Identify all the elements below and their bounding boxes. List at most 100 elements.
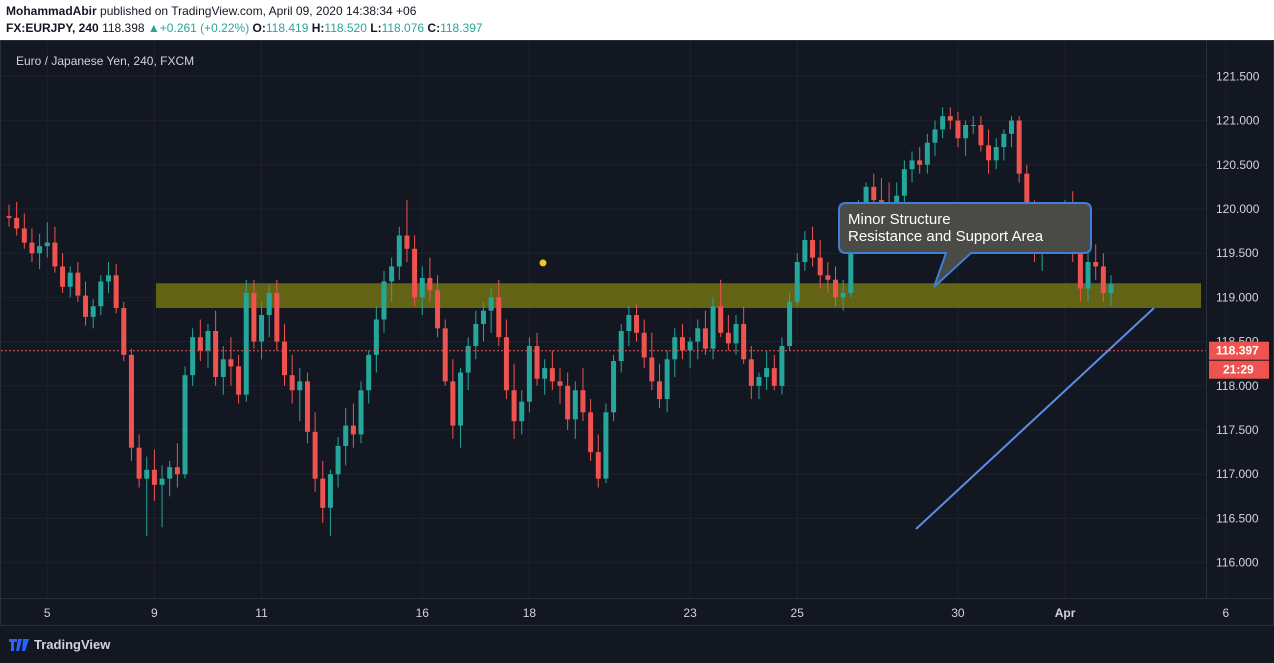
candle-11[interactable] (90, 299, 96, 329)
candle-63[interactable] (488, 288, 494, 333)
candle-119[interactable] (917, 147, 923, 174)
candle-143[interactable] (1100, 253, 1106, 302)
candle-142[interactable] (1093, 244, 1099, 280)
candle-23[interactable] (182, 366, 188, 479)
candle-70[interactable] (542, 359, 548, 395)
candle-105[interactable] (810, 226, 816, 267)
candle-49[interactable] (381, 270, 387, 333)
tradingview-brand[interactable]: TradingView (34, 637, 111, 652)
candle-41[interactable] (320, 460, 326, 523)
candle-59[interactable] (458, 368, 464, 448)
candle-107[interactable] (825, 262, 831, 293)
candle-144[interactable] (1108, 275, 1114, 307)
candle-51[interactable] (396, 226, 402, 280)
support-resistance-zone[interactable] (156, 283, 1201, 309)
chart-frame[interactable]: Minor Structure Resistance and Support A… (0, 40, 1274, 626)
candle-85[interactable] (656, 363, 662, 408)
candle-103[interactable] (794, 253, 800, 307)
candle-92[interactable] (710, 297, 716, 360)
candle-13[interactable] (105, 262, 111, 293)
candle-93[interactable] (718, 279, 724, 338)
candle-89[interactable] (687, 337, 693, 369)
candle-3[interactable] (29, 228, 35, 263)
candle-127[interactable] (978, 116, 984, 152)
candle-91[interactable] (702, 310, 708, 355)
candle-58[interactable] (450, 359, 456, 439)
candle-39[interactable] (304, 372, 310, 444)
candle-10[interactable] (83, 281, 89, 326)
candle-75[interactable] (580, 368, 586, 422)
candle-4[interactable] (37, 233, 43, 270)
candle-109[interactable] (840, 279, 846, 311)
candle-7[interactable] (60, 253, 66, 293)
candle-46[interactable] (358, 381, 364, 444)
candle-69[interactable] (534, 332, 540, 386)
candle-28[interactable] (220, 346, 226, 395)
candle-22[interactable] (174, 443, 180, 488)
candle-36[interactable] (282, 323, 287, 386)
candle-48[interactable] (373, 306, 379, 373)
candle-30[interactable] (236, 354, 242, 404)
candle-65[interactable] (503, 319, 509, 400)
candle-83[interactable] (641, 319, 647, 369)
candle-104[interactable] (802, 231, 808, 271)
candle-6[interactable] (52, 226, 58, 273)
candle-129[interactable] (993, 138, 999, 170)
candle-125[interactable] (963, 120, 969, 156)
candle-62[interactable] (480, 301, 486, 342)
candle-86[interactable] (664, 350, 670, 413)
candle-117[interactable] (901, 160, 907, 205)
candle-68[interactable] (526, 337, 532, 413)
candle-43[interactable] (335, 437, 341, 488)
candle-101[interactable] (779, 337, 785, 395)
candle-5[interactable] (44, 222, 50, 258)
candle-72[interactable] (557, 368, 563, 404)
candle-54[interactable] (419, 266, 425, 316)
candle-121[interactable] (932, 120, 938, 156)
author-name[interactable]: MohammadAbir (6, 4, 97, 18)
candle-19[interactable] (151, 449, 157, 501)
candle-18[interactable] (144, 456, 150, 537)
candle-8[interactable] (67, 266, 73, 298)
candle-21[interactable] (167, 460, 173, 497)
candle-97[interactable] (748, 346, 754, 400)
candle-64[interactable] (496, 279, 502, 347)
candlestick-chart[interactable]: Minor Structure Resistance and Support A… (1, 41, 1273, 625)
candle-24[interactable] (190, 328, 196, 386)
candle-96[interactable] (741, 306, 747, 364)
candle-57[interactable] (442, 319, 448, 386)
candle-53[interactable] (412, 235, 418, 307)
candle-20[interactable] (159, 465, 165, 528)
candle-95[interactable] (733, 315, 739, 355)
candle-26[interactable] (205, 323, 211, 369)
candle-73[interactable] (565, 372, 571, 431)
candle-87[interactable] (672, 328, 678, 377)
candle-15[interactable] (121, 301, 127, 362)
candle-90[interactable] (695, 319, 701, 360)
candle-84[interactable] (649, 332, 655, 391)
candle-94[interactable] (725, 315, 731, 351)
candle-17[interactable] (136, 434, 142, 488)
candle-82[interactable] (634, 304, 640, 342)
candle-33[interactable] (259, 301, 265, 360)
candle-52[interactable] (404, 200, 410, 263)
annotation-callout[interactable]: Minor Structure Resistance and Support A… (838, 202, 1092, 288)
candle-60[interactable] (465, 337, 471, 391)
candle-66[interactable] (511, 363, 517, 439)
candle-99[interactable] (764, 350, 770, 391)
candle-44[interactable] (343, 407, 349, 466)
candle-120[interactable] (924, 133, 930, 174)
candle-71[interactable] (549, 350, 555, 391)
candle-40[interactable] (312, 412, 318, 492)
candle-108[interactable] (833, 266, 838, 307)
candle-27[interactable] (213, 310, 219, 386)
candle-118[interactable] (909, 151, 915, 183)
candle-100[interactable] (771, 354, 777, 391)
candle-77[interactable] (595, 434, 601, 488)
candle-32[interactable] (251, 279, 257, 349)
candle-79[interactable] (611, 354, 617, 422)
candle-42[interactable] (327, 469, 333, 537)
candle-122[interactable] (940, 107, 946, 139)
candle-25[interactable] (197, 319, 203, 362)
candle-80[interactable] (618, 323, 624, 373)
